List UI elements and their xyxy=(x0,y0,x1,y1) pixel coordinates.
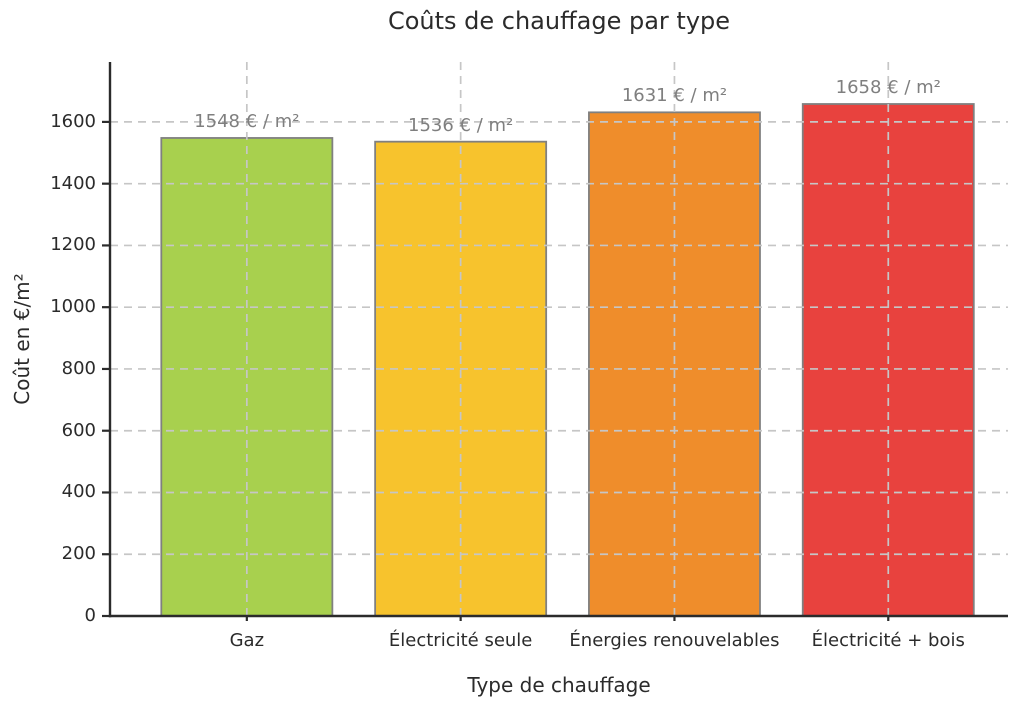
bar-value-label-electricite-seule: 1536 € / m² xyxy=(408,114,514,136)
x-tick-label-energies-renouvelables: Énergies renouvelables xyxy=(569,630,780,651)
y-tick-label-1400: 1400 xyxy=(50,172,96,194)
x-tick-label-gaz: Gaz xyxy=(229,630,265,651)
bar-value-label-energies-renouvelables: 1631 € / m² xyxy=(621,85,728,107)
y-tick-label-1000: 1000 xyxy=(50,296,96,318)
y-tick-label-1600: 1600 xyxy=(50,110,96,132)
y-tick-label-800: 800 xyxy=(61,357,96,379)
y-tick-label-0: 0 xyxy=(84,605,96,626)
y-tick-label-200: 200 xyxy=(61,543,96,565)
bar-energies-renouvelables xyxy=(588,111,761,617)
y-tick-label-400: 400 xyxy=(61,481,96,503)
y-tick-label-600: 600 xyxy=(61,419,96,441)
x-axis-label: Type de chauffage xyxy=(467,673,651,697)
y-tick-label-1200: 1200 xyxy=(50,234,96,256)
bar-value-label-electricite-bois: 1658 € / m² xyxy=(835,76,941,98)
x-tick-label-electricite-bois: Électricité + bois xyxy=(811,630,965,651)
x-tick-label-electricite-seule: Électricité seule xyxy=(388,630,533,651)
chart-title: Coûts de chauffage par type xyxy=(387,7,731,35)
bar-value-label-gaz: 1548 € / m² xyxy=(194,110,300,132)
